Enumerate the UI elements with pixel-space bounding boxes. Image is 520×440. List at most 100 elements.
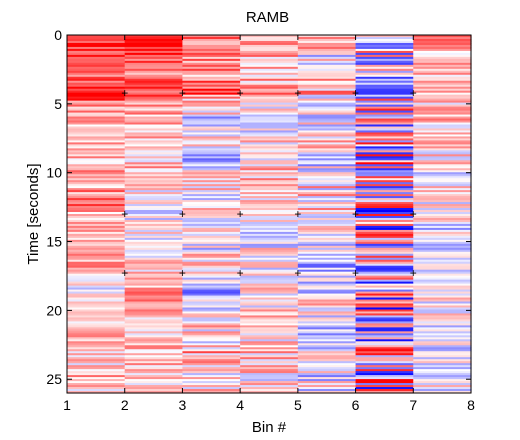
- heatmap-cell: [413, 291, 472, 295]
- heatmap-cell: [413, 275, 472, 279]
- heatmap-cell: [355, 223, 414, 227]
- heatmap-cell: [124, 307, 184, 311]
- heatmap-cell: [67, 263, 126, 267]
- heatmap-cell: [355, 279, 414, 283]
- heatmap-cell: [355, 48, 414, 52]
- heatmap-cell: [240, 64, 299, 68]
- heatmap-cell: [182, 48, 241, 52]
- heatmap-cell: [124, 301, 184, 305]
- heatmap-cell: [355, 219, 414, 223]
- heatmap-cell: [355, 180, 414, 183]
- heatmap-cell: [67, 221, 126, 225]
- heatmap-cell: [182, 375, 241, 378]
- heatmap-cell: [67, 196, 126, 199]
- heatmap-cell: [297, 217, 357, 221]
- heatmap-cell: [124, 253, 184, 257]
- heatmap-cell: [297, 196, 357, 199]
- heatmap-cell: [355, 120, 414, 124]
- heatmap-cell: [182, 120, 241, 124]
- heatmap-cell: [240, 287, 299, 291]
- heatmap-cell: [182, 379, 241, 382]
- heatmap-cell: [240, 291, 299, 295]
- heatmap-cell: [413, 76, 472, 80]
- heatmap-cell: [297, 249, 357, 253]
- heatmap-cell: [240, 283, 299, 287]
- heatmap-cell: [124, 277, 184, 281]
- heatmap-cell: [67, 136, 126, 140]
- heatmap-cell: [67, 208, 126, 211]
- heatmap-cell: [355, 369, 414, 372]
- heatmap-cell: [297, 383, 357, 386]
- heatmap-cell: [182, 210, 241, 213]
- heatmap-cell: [355, 373, 414, 376]
- event-marker: +: [121, 266, 128, 280]
- heatmap-cell: [182, 72, 241, 76]
- heatmap-cell: [124, 313, 184, 317]
- heatmap-cell: [67, 289, 126, 293]
- heatmap-cell: [182, 178, 241, 181]
- heatmap-cell: [182, 154, 241, 157]
- heatmap-cell: [355, 40, 414, 44]
- heatmap-cell: [413, 202, 472, 205]
- heatmap-cell: [355, 341, 414, 344]
- heatmap-cell: [355, 357, 414, 360]
- heatmap-cell: [240, 100, 299, 104]
- heatmap-cell: [297, 247, 357, 251]
- heatmap-cell: [67, 48, 126, 52]
- heatmap-cell: [240, 54, 299, 58]
- heatmap-cell: [413, 229, 472, 233]
- heatmap-cell: [67, 269, 126, 273]
- heatmap-cell: [355, 309, 414, 313]
- heatmap-cell: [240, 210, 299, 213]
- heatmap-cell: [240, 106, 299, 110]
- heatmap-cell: [297, 369, 357, 372]
- heatmap-cell: [240, 215, 299, 219]
- heatmap-cell: [182, 126, 241, 130]
- heatmap-cell: [182, 343, 241, 346]
- heatmap-cell: [297, 188, 357, 191]
- heatmap-cell: [67, 176, 126, 179]
- heatmap-cell: [240, 134, 299, 138]
- heatmap-cell: [413, 333, 472, 336]
- heatmap-cell: [355, 66, 414, 70]
- heatmap-cell: [124, 50, 184, 54]
- heatmap-cell: [240, 202, 299, 205]
- heatmap-cell: [413, 52, 472, 56]
- heatmap-cell: [182, 353, 241, 356]
- heatmap-cell: [355, 58, 414, 62]
- heatmap-cell: [67, 102, 126, 106]
- heatmap-cell: [355, 174, 414, 177]
- heatmap-cell: [413, 208, 472, 211]
- heatmap-cell: [355, 347, 414, 350]
- heatmap-cell: [124, 120, 184, 124]
- heatmap-cell: [413, 287, 472, 291]
- heatmap-cell: [297, 321, 357, 324]
- heatmap-cell: [413, 265, 472, 269]
- heatmap-cell: [67, 281, 126, 285]
- heatmap-cell: [67, 86, 126, 90]
- heatmap-cell: [67, 387, 126, 390]
- heatmap-cell: [67, 128, 126, 132]
- heatmap-cell: [240, 373, 299, 376]
- heatmap-cell: [240, 52, 299, 56]
- heatmap-cell: [355, 379, 414, 382]
- heatmap-cell: [413, 94, 472, 98]
- heatmap-cell: [355, 349, 414, 352]
- heatmap-cell: [124, 259, 184, 263]
- heatmap-cell: [240, 313, 299, 317]
- heatmap-cell: [124, 42, 184, 46]
- heatmap-cell: [297, 281, 357, 285]
- heatmap-cell: [182, 357, 241, 360]
- heatmap-cell: [355, 214, 414, 217]
- heatmap-cell: [297, 210, 357, 213]
- heatmap-cell: [355, 132, 414, 136]
- heatmap-cell: [413, 68, 472, 72]
- heatmap-cell: [413, 249, 472, 253]
- heatmap-cell: [240, 76, 299, 80]
- heatmap-cell: [124, 124, 184, 128]
- heatmap-cell: [67, 58, 126, 62]
- heatmap-cell: [124, 176, 184, 179]
- heatmap-cell: [240, 68, 299, 72]
- heatmap-cell: [240, 124, 299, 128]
- y-axis: 0 5 10 15 20 25: [46, 27, 471, 387]
